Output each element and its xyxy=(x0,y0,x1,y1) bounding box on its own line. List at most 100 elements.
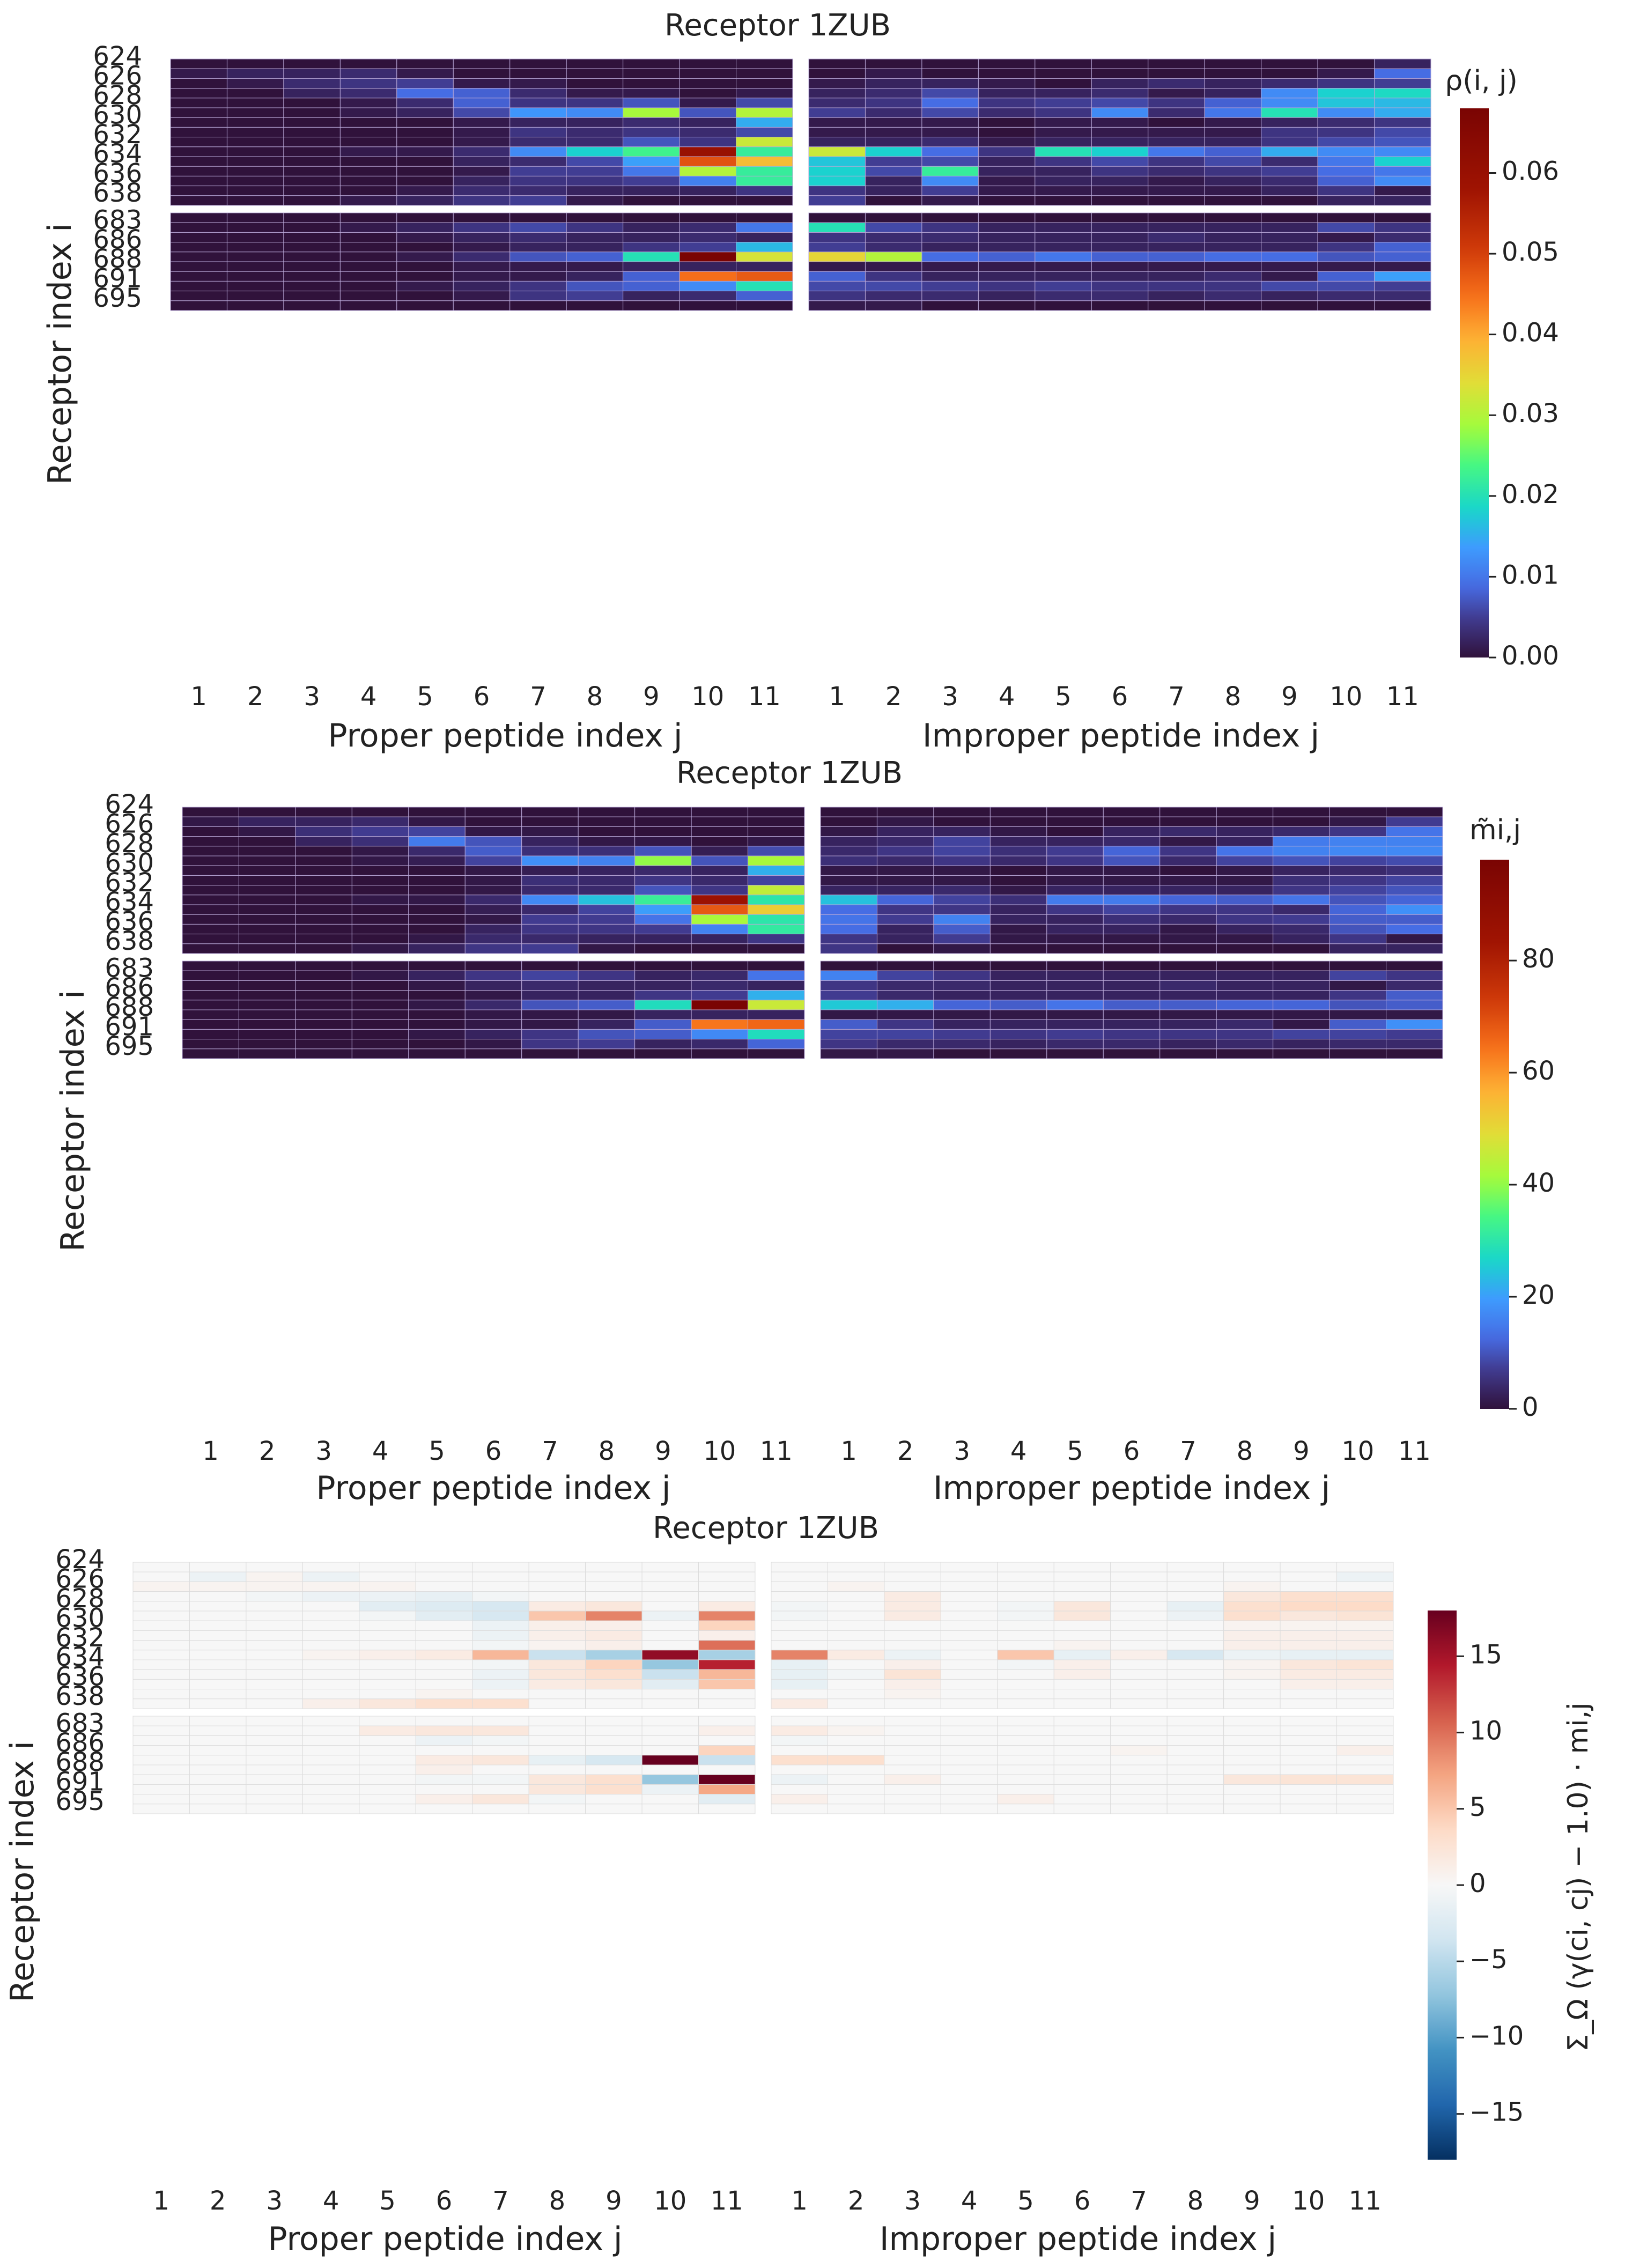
proper-cell xyxy=(641,1601,699,1612)
proper-cell xyxy=(408,1029,466,1040)
improper-cell xyxy=(940,1610,998,1621)
improper-cell xyxy=(1204,291,1262,301)
improper-column-tick-labels: 1 2 3 4 5 6 7 8 9 10 11 xyxy=(791,2186,1381,2216)
proper-cell xyxy=(189,1725,247,1736)
proper-cell xyxy=(521,961,579,971)
improper-cell xyxy=(1159,943,1217,954)
improper-cell xyxy=(1273,875,1330,886)
proper-cell xyxy=(528,1650,586,1660)
improper-cell xyxy=(1261,127,1318,138)
improper-cell xyxy=(921,156,979,167)
proper-cell xyxy=(585,1784,642,1795)
improper-cell xyxy=(1046,934,1104,944)
proper-cell xyxy=(691,1009,749,1020)
improper-cell xyxy=(771,1571,828,1582)
improper-cell xyxy=(876,980,934,991)
proper-cell xyxy=(736,186,793,196)
improper-cell xyxy=(876,816,934,827)
improper-cell xyxy=(1053,1698,1111,1709)
improper-cell xyxy=(1148,271,1205,282)
improper-cell xyxy=(1317,212,1375,223)
improper-cell xyxy=(1336,1725,1394,1736)
proper-cell xyxy=(396,291,454,301)
colorbar-tick-label: 0.01 xyxy=(1502,560,1559,590)
proper-cell xyxy=(359,1784,416,1795)
proper-cell xyxy=(132,1591,190,1602)
improper-cell xyxy=(1103,826,1161,837)
column-tick-label: 9 xyxy=(1293,1436,1310,1466)
proper-cell xyxy=(698,1764,756,1775)
proper-cell xyxy=(748,934,805,944)
proper-cell xyxy=(246,1620,303,1631)
improper-cell xyxy=(921,212,979,223)
proper-column-tick-labels: 1 2 3 4 5 6 7 8 9 10 11 xyxy=(153,2186,743,2216)
proper-cell xyxy=(634,934,692,944)
column-tick-label: 3 xyxy=(304,682,320,712)
proper-cell xyxy=(698,1679,756,1690)
proper-cell xyxy=(246,1562,303,1572)
proper-cell xyxy=(509,88,567,99)
row-tick-label: 632 xyxy=(93,120,142,150)
improper-cell xyxy=(1317,242,1375,253)
improper-cell xyxy=(1159,980,1217,991)
improper-cell xyxy=(1148,127,1205,138)
proper-cell xyxy=(182,885,239,896)
proper-cell xyxy=(170,280,227,292)
improper-cell xyxy=(1046,980,1104,991)
improper-cell xyxy=(989,826,1047,837)
proper-cell xyxy=(679,107,737,118)
improper-cell xyxy=(1273,1029,1330,1040)
proper-cell xyxy=(302,1698,360,1709)
proper-cell xyxy=(170,68,227,79)
proper-cell xyxy=(182,924,239,935)
improper-cell xyxy=(876,885,934,896)
improper-cell xyxy=(820,980,877,991)
improper-cell xyxy=(1386,885,1443,896)
improper-cell xyxy=(1280,1601,1338,1612)
improper-cell xyxy=(1204,88,1262,99)
improper-cell xyxy=(1110,1679,1168,1690)
proper-cell xyxy=(339,78,397,89)
proper-cell xyxy=(453,88,511,99)
improper-cell xyxy=(1336,1784,1394,1795)
proper-cell xyxy=(339,146,397,157)
improper-cell xyxy=(978,291,1036,301)
improper-cell xyxy=(876,846,934,856)
proper-cell xyxy=(623,212,680,223)
proper-cell xyxy=(182,990,239,1001)
improper-cell xyxy=(1336,1620,1394,1631)
improper-cell xyxy=(1223,1562,1281,1572)
proper-cell xyxy=(585,1581,642,1592)
proper-cell xyxy=(283,146,341,157)
improper-cell xyxy=(1091,58,1149,69)
proper-cell xyxy=(408,1009,466,1020)
improper-cell xyxy=(865,212,922,223)
improper-cell xyxy=(1329,961,1387,971)
proper-cell xyxy=(189,1610,247,1621)
improper-cell xyxy=(1261,156,1318,167)
proper-cell xyxy=(359,1764,416,1775)
improper-cell xyxy=(808,88,866,99)
proper-cell xyxy=(634,836,692,847)
improper-cell xyxy=(1261,98,1318,108)
proper-cell xyxy=(189,1620,247,1631)
improper-cell xyxy=(1159,826,1217,837)
improper-cell xyxy=(1166,1804,1224,1814)
improper-cell xyxy=(820,855,877,866)
improper-cell xyxy=(1159,990,1217,1001)
improper-cell xyxy=(1204,186,1262,196)
proper-cell xyxy=(698,1725,756,1736)
panel-title: Receptor 1ZUB xyxy=(664,8,891,43)
improper-cell xyxy=(1204,146,1262,157)
proper-cell xyxy=(182,1000,239,1010)
proper-cell xyxy=(521,934,579,944)
column-tick-label: 9 xyxy=(643,682,660,712)
improper-cell xyxy=(771,1610,828,1621)
proper-cell xyxy=(566,107,624,118)
proper-cell xyxy=(472,1630,529,1641)
column-tick-label: 6 xyxy=(474,682,490,712)
row-tick-label: 628 xyxy=(55,1584,105,1614)
improper-cell xyxy=(1273,924,1330,935)
improper-cell xyxy=(865,271,922,282)
